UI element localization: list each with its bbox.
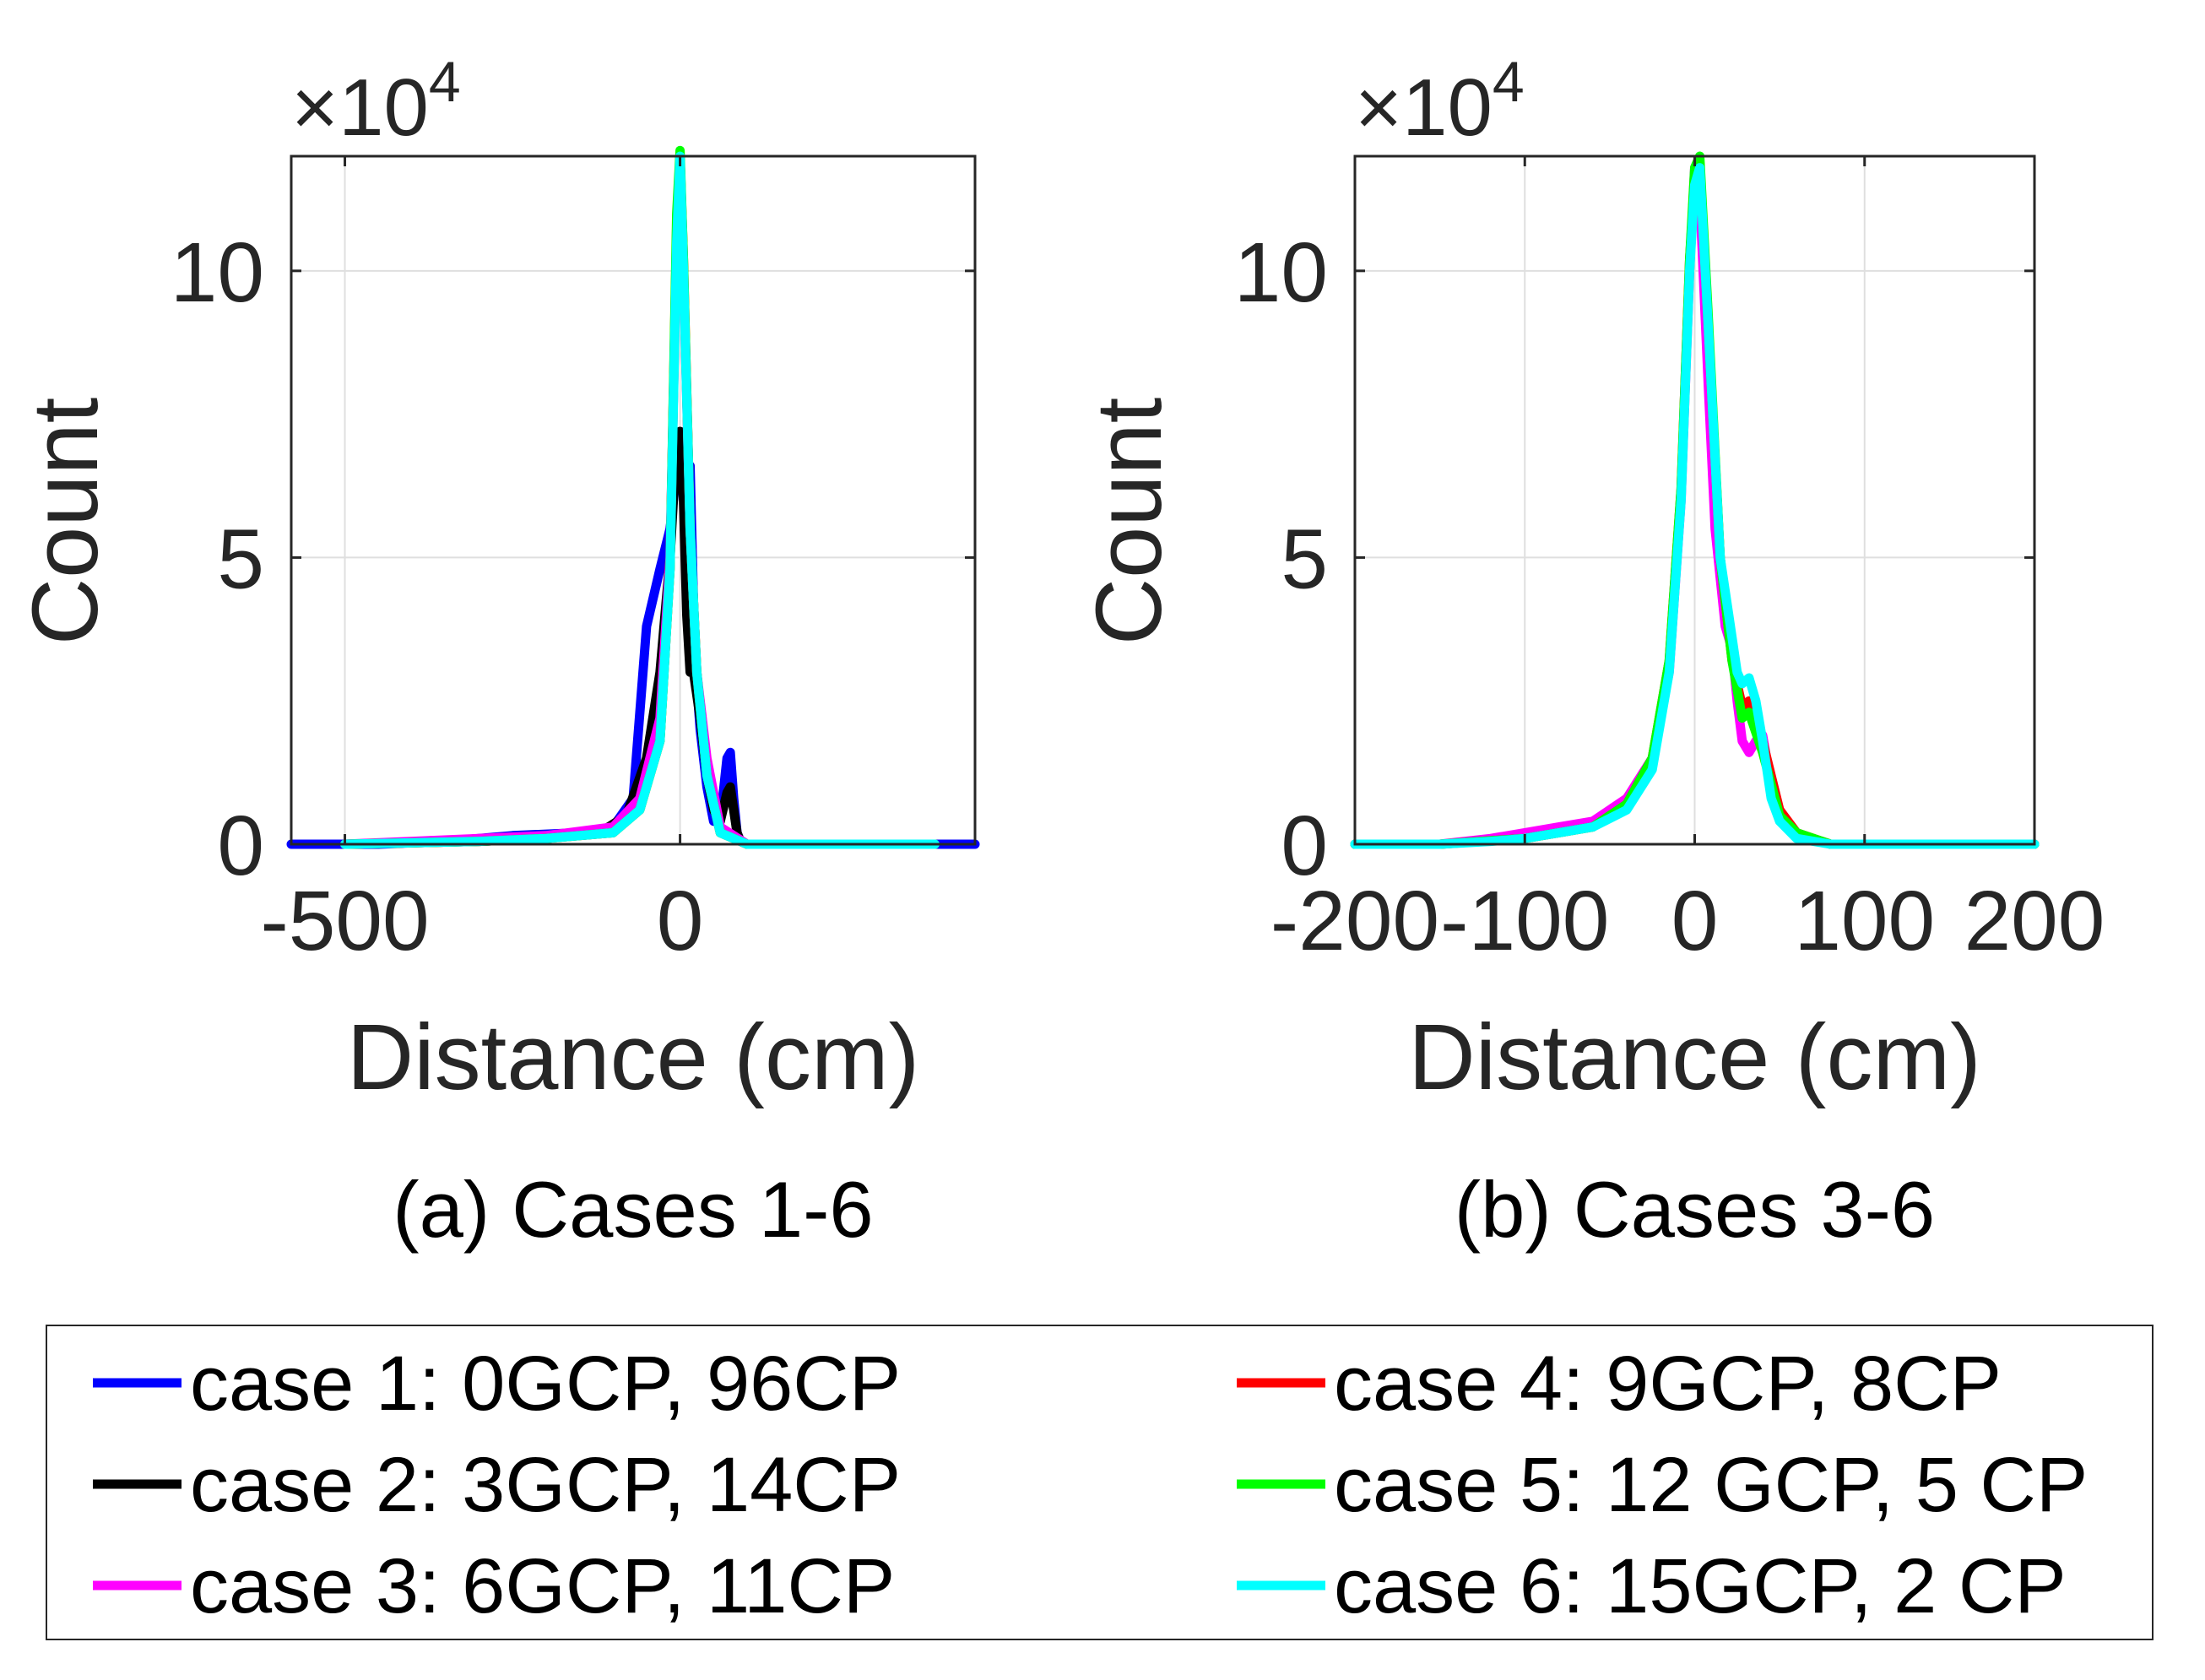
y-tick-label: 5	[217, 512, 264, 606]
y-axis-label: Count	[14, 398, 117, 646]
y-tick-label: 5	[1281, 512, 1328, 606]
legend-label: case 1: 0GCP, 96CP	[190, 1341, 901, 1427]
x-axis-label: Distance (cm)	[1408, 1005, 1980, 1109]
x-tick-label: 100	[1794, 874, 1935, 968]
x-tick-label: 0	[657, 874, 704, 968]
axes-box	[290, 154, 977, 846]
legend-box	[46, 1325, 2154, 1640]
y-multiplier: ×104	[1355, 50, 1525, 153]
panel-b-cases-3-6: -200 -100 0 100 200 0 5 10 ×104 Count Distance (cm…	[1077, 50, 2105, 1254]
y-multiplier: ×104	[291, 50, 461, 153]
x-tick-label: 200	[1964, 874, 2105, 968]
y-axis-label: Count	[1077, 398, 1181, 646]
x-tick-label: -100	[1440, 874, 1609, 968]
x-tick-label: -500	[260, 874, 429, 968]
series-line-4	[1350, 163, 2040, 849]
legend: case 1: 0GCP, 96CP case 2: 3GCP, 14CP case…	[46, 1325, 2154, 1640]
legend-label: case 3: 6GCP, 11CP	[190, 1543, 895, 1629]
series-line-6	[340, 151, 940, 849]
y-tick-label: 10	[171, 225, 264, 320]
legend-label: case 5: 12 GCP, 5 CP	[1334, 1442, 2088, 1528]
legend-label: case 6: 15GCP, 2 CP	[1334, 1543, 2067, 1629]
x-tick-label: 0	[1671, 874, 1719, 968]
y-tick-label: 0	[1281, 799, 1328, 893]
legend-label: case 4: 9GCP, 8CP	[1334, 1341, 2002, 1427]
panel-caption: (b) Cases 3-6	[1455, 1165, 1935, 1254]
y-tick-label: 10	[1234, 225, 1328, 320]
x-axis-label: Distance (cm)	[347, 1005, 919, 1109]
x-tick-label: -200	[1270, 874, 1439, 968]
panel-caption: (a) Cases 1-6	[393, 1165, 873, 1254]
legend-label: case 2: 3GCP, 14CP	[190, 1442, 901, 1528]
y-tick-label: 0	[217, 799, 264, 893]
